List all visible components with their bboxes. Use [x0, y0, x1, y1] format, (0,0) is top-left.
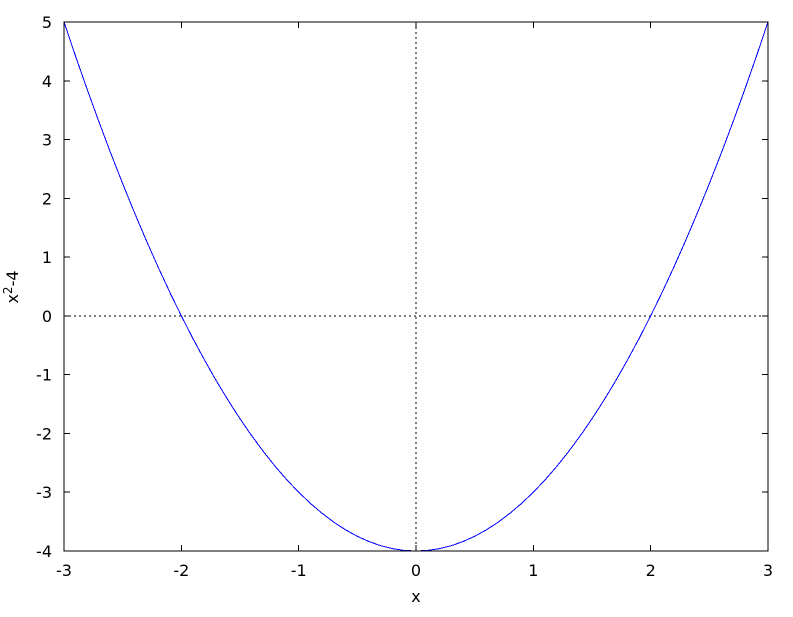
axis-ticks [63, 21, 769, 552]
x-tick-label: -2 [173, 561, 189, 580]
y-tick-label: 4 [42, 72, 52, 91]
y-tick-label: 2 [42, 189, 52, 208]
y-tick-label: -1 [36, 366, 52, 385]
y-tick-label: 3 [42, 131, 52, 150]
x-tick-label: 2 [646, 561, 656, 580]
y-tick-label: 1 [42, 248, 52, 267]
x-tick-label: -3 [56, 561, 72, 580]
x-tick-label: 3 [763, 561, 773, 580]
x-tick-label: -1 [291, 561, 307, 580]
x-axis-label: x [411, 587, 420, 606]
y-axis-label: x2-4 [1, 270, 22, 303]
curve-series [63, 21, 769, 552]
y-tick-label: 5 [42, 13, 52, 32]
x-tick-label: 0 [411, 561, 421, 580]
plot-border [63, 21, 769, 552]
y-tick-label: 0 [42, 307, 52, 326]
zero-axes [64, 22, 768, 551]
y-tick-label: -4 [36, 542, 52, 561]
x-tick-label: 1 [528, 561, 538, 580]
border-rect [63, 21, 769, 552]
y-tick-label: -3 [36, 483, 52, 502]
y-tick-label: -2 [36, 424, 52, 443]
function-curve [63, 21, 769, 552]
